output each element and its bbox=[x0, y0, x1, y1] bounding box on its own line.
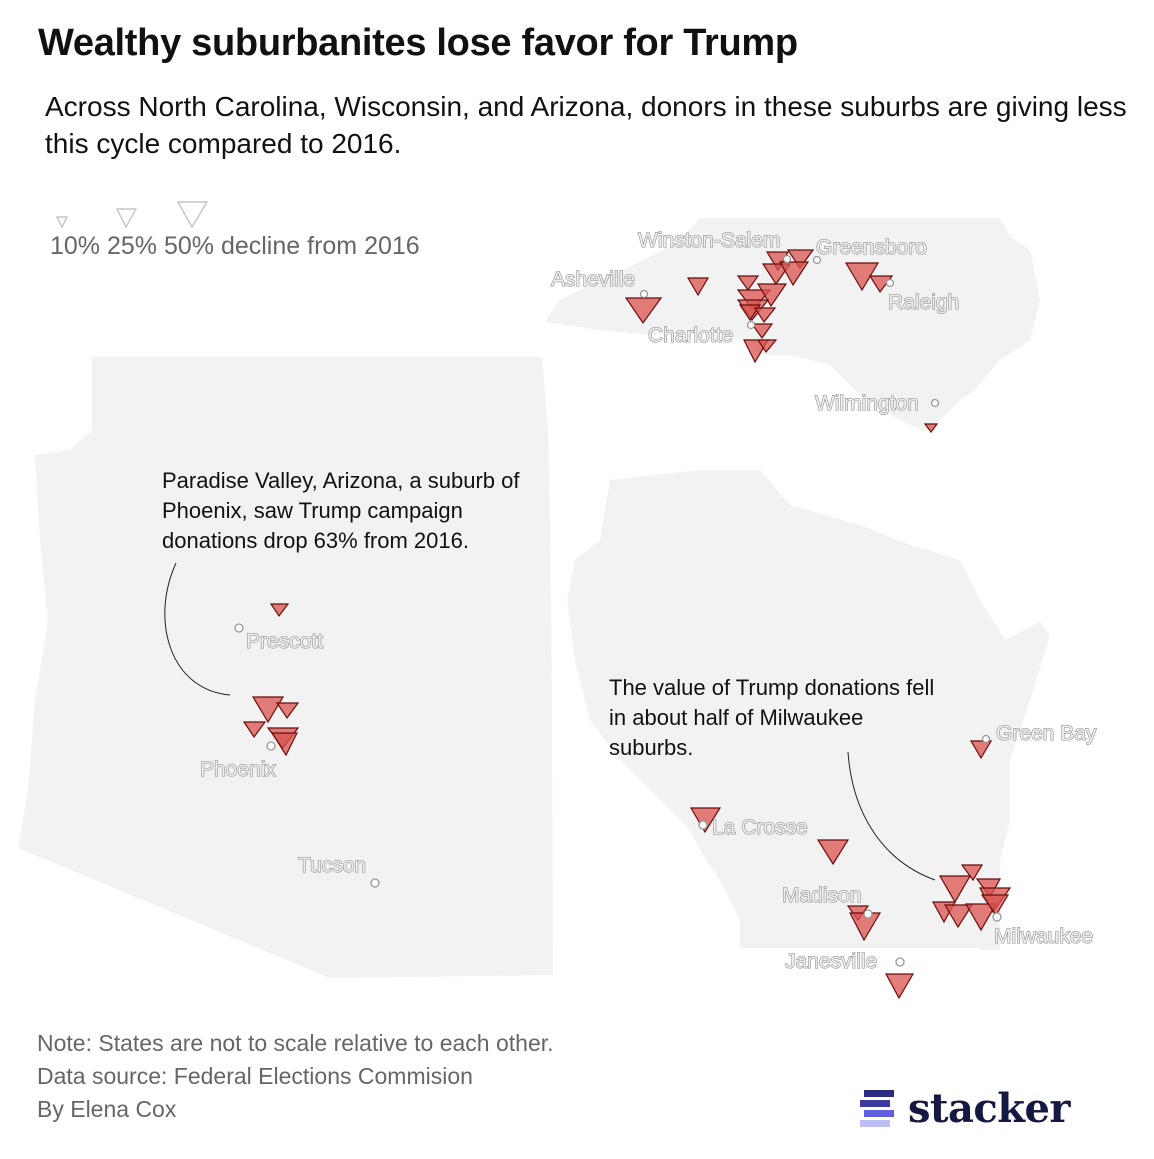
marker-triangle-icon bbox=[765, 251, 790, 272]
decline-markers bbox=[242, 249, 1012, 1000]
marker-triangle-icon bbox=[884, 973, 915, 1000]
city-label-phoenix: Phoenix bbox=[200, 758, 276, 781]
city-label-tucson: Tucson bbox=[298, 854, 366, 877]
wisconsin-shape bbox=[567, 470, 1050, 950]
wisconsin-callout-line bbox=[847, 751, 936, 881]
city-dot-icon bbox=[895, 957, 905, 967]
arizona-callout-line bbox=[164, 562, 231, 696]
marker-triangle-icon bbox=[943, 904, 974, 929]
stacker-logo-icon bbox=[860, 1090, 894, 1127]
marker-triangle-icon bbox=[938, 875, 972, 904]
city-dots bbox=[234, 254, 1002, 967]
marker-triangle-icon bbox=[270, 732, 298, 757]
marker-triangle-icon bbox=[251, 696, 285, 724]
city-label-greensboro: Greensboro bbox=[816, 236, 927, 259]
marker-triangle-icon bbox=[736, 275, 760, 292]
north-carolina-shape bbox=[545, 218, 1040, 432]
chart-title: Wealthy suburbanites lose favor for Trum… bbox=[38, 22, 798, 64]
footer-byline: By Elena Cox bbox=[37, 1096, 177, 1122]
marker-triangle-icon bbox=[816, 839, 850, 866]
city-label-winston-salem: Winston-Salem bbox=[638, 229, 780, 252]
marker-triangle-icon bbox=[750, 323, 774, 340]
marker-triangle-icon bbox=[923, 423, 939, 433]
marker-triangle-icon bbox=[778, 261, 810, 287]
marker-triangle-icon bbox=[269, 603, 290, 618]
legend-label: 10% 25% 50% decline from 2016 bbox=[50, 232, 420, 260]
city-dot-icon bbox=[370, 878, 380, 888]
city-label-raleigh: Raleigh bbox=[888, 291, 959, 314]
stacker-logo-text: stacker bbox=[908, 1085, 1071, 1132]
marker-triangle-icon bbox=[969, 740, 993, 760]
city-label-wilmington: Wilmington bbox=[815, 392, 919, 415]
legend-size-icons bbox=[56, 201, 209, 229]
city-dot-icon bbox=[885, 278, 895, 288]
footer-source: Data source: Federal Elections Commision bbox=[37, 1063, 473, 1089]
city-label-charlotte: Charlotte bbox=[648, 324, 733, 347]
city-dot-icon bbox=[639, 289, 649, 299]
city-label-green-bay: Green Bay bbox=[996, 722, 1097, 745]
arizona-annotation: Paradise Valley, Arizona, a suburb of Ph… bbox=[162, 468, 520, 553]
legend-triangle-10-icon bbox=[56, 216, 68, 229]
city-label-janesville: Janesville bbox=[785, 950, 877, 973]
city-label-la-crosse: La Crosse bbox=[712, 816, 808, 839]
city-dot-icon bbox=[981, 734, 991, 744]
city-dot-icon bbox=[746, 320, 756, 330]
marker-triangle-icon bbox=[960, 864, 984, 882]
marker-triangle-icon bbox=[753, 307, 777, 324]
footer-note: Note: States are not to scale relative t… bbox=[37, 1030, 554, 1056]
chart-subtitle: Across North Carolina, Wisconsin, and Ar… bbox=[45, 91, 1127, 159]
marker-triangle-icon bbox=[786, 249, 815, 270]
city-dot-icon bbox=[812, 255, 822, 265]
legend-triangle-50-icon bbox=[176, 201, 209, 229]
marker-triangle-icon bbox=[275, 702, 300, 720]
city-dot-icon bbox=[930, 398, 940, 408]
marker-triangle-icon bbox=[761, 263, 792, 286]
city-dot-icon bbox=[782, 254, 792, 264]
marker-triangle-icon bbox=[756, 283, 788, 308]
city-dot-icon bbox=[992, 912, 1002, 922]
marker-triangle-icon bbox=[964, 903, 998, 932]
city-dot-icon bbox=[863, 909, 873, 919]
stacker-logo: stacker bbox=[860, 1085, 1071, 1132]
marker-triangle-icon bbox=[980, 894, 1010, 917]
wisconsin-annotation: The value of Trump donations fell in abo… bbox=[609, 675, 935, 760]
arizona-shape bbox=[18, 357, 553, 978]
city-label-madison: Madison bbox=[782, 884, 861, 907]
city-dot-icon bbox=[234, 623, 244, 633]
city-label-asheville: Asheville bbox=[551, 268, 635, 291]
legend-triangle-25-icon bbox=[116, 208, 138, 229]
city-dot-icon bbox=[698, 820, 708, 830]
city-dot-icon bbox=[266, 741, 276, 751]
marker-triangle-icon bbox=[242, 721, 267, 739]
marker-triangle-icon bbox=[756, 339, 778, 354]
city-label-prescott: Prescott bbox=[246, 630, 323, 653]
city-label-milwaukee: Milwaukee bbox=[994, 925, 1093, 948]
marker-triangle-icon bbox=[686, 277, 710, 297]
marker-triangle-icon bbox=[689, 807, 722, 834]
